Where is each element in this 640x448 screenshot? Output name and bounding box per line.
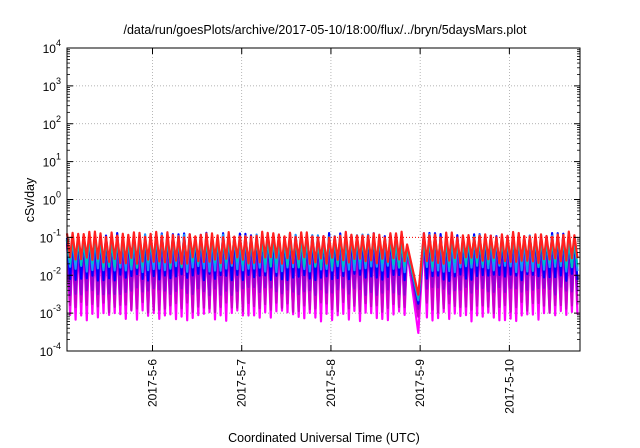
y-tick-label: 10-4 [40,341,61,359]
x-axis-label: Coordinated Universal Time (UTC) [228,431,420,445]
y-tick-label: 10-1 [40,227,61,245]
y-tick-label: 100 [43,190,61,208]
y-axis-ticks: 10-4 10-3 10-2 10-1 100 101 102 103 104 [40,38,580,359]
y-tick-label: 102 [43,114,61,132]
x-tick-label: 2017-5-10 [502,359,516,414]
grid [67,48,580,351]
y-tick-label: 104 [43,38,61,56]
x-tick-label: 2017-5-9 [413,359,427,407]
plot-frame [66,47,581,352]
x-tick-label: 2017-5-8 [324,359,338,407]
y-tick-label: 101 [43,152,61,170]
x-tick-label: 2017-5-6 [146,359,160,407]
x-axis-ticks: 2017-5-6 2017-5-7 2017-5-8 2017-5-9 2017-5-1… [146,48,516,414]
x-tick-label: 2017-5-7 [235,359,249,407]
y-axis-label: cSv/day [23,177,37,222]
y-tick-label: 10-2 [40,265,61,283]
y-tick-label: 10-3 [40,303,61,321]
chart-title: /data/run/goesPlots/archive/2017-05-10/1… [123,23,527,37]
series-lines [65,230,579,334]
y-tick-label: 103 [43,76,61,94]
series-line-6 [65,230,579,296]
